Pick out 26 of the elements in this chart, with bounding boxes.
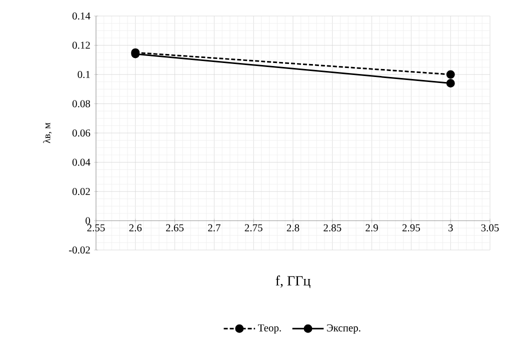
y-tick-label: 0 — [86, 217, 90, 224]
x-tick-label: 2.6 — [129, 224, 142, 232]
y-tick-label: 0.1 — [78, 70, 90, 78]
point — [446, 70, 455, 79]
x-tick-label: 2.9 — [366, 224, 378, 232]
x-tick-label: 2.7 — [208, 224, 220, 232]
y-tick-label: 0.04 — [72, 158, 90, 166]
legend-label: Теор. — [258, 324, 281, 334]
y-tick-label: 0.08 — [72, 100, 90, 108]
point — [446, 79, 455, 88]
x-tick-label: 3 — [448, 224, 453, 232]
x-tick-label: 2.65 — [166, 224, 184, 232]
y-tick-label: 0.14 — [72, 12, 90, 20]
x-axis-title: f, ГГц — [276, 276, 310, 288]
y-tick-label: -0.02 — [68, 246, 90, 254]
y-axis-title: λв, м — [43, 122, 52, 144]
x-tick-label: 3.05 — [481, 224, 499, 232]
x-tick-label: 2.95 — [402, 224, 420, 232]
y-tick-label: 0.06 — [72, 129, 90, 137]
legend-label: Экспер. — [326, 324, 360, 334]
y-tick-label: 0.02 — [72, 188, 90, 196]
x-tick-label: 2.85 — [324, 224, 342, 232]
x-tick-label: 2.75 — [244, 224, 262, 232]
x-tick-label: 2.8 — [286, 224, 300, 232]
y-tick-label: 0.12 — [72, 42, 90, 49]
x-tick-label: 2.55 — [87, 224, 105, 232]
